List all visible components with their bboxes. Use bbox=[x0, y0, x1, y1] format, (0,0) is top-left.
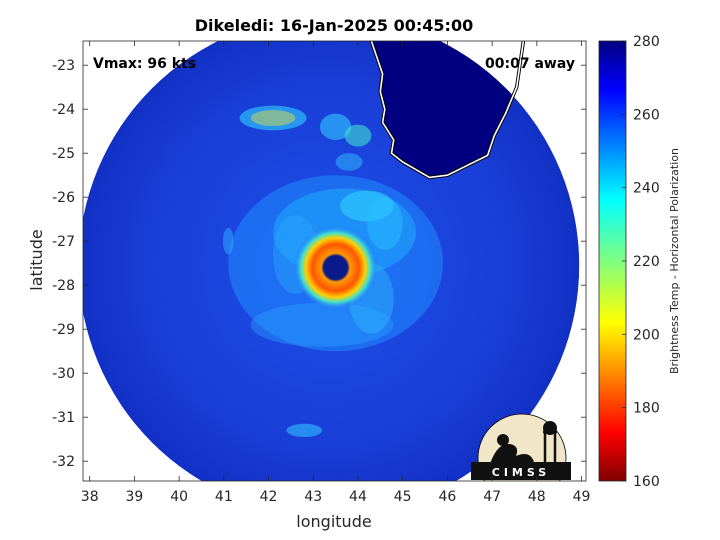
x-tick-label: 49 bbox=[573, 489, 591, 505]
x-tick-label: 39 bbox=[126, 489, 144, 505]
colorbar-tick-label: 260 bbox=[633, 107, 660, 123]
y-axis-label: latitude bbox=[27, 229, 46, 290]
rain-band-9 bbox=[319, 113, 352, 140]
plot-area: CIMSS bbox=[83, 41, 586, 481]
rain-band-3 bbox=[366, 197, 403, 251]
x-axis-label: longitude bbox=[296, 512, 371, 531]
colorbar-tick-label: 160 bbox=[633, 474, 660, 490]
land-mass bbox=[371, 41, 580, 178]
colorbar-tick-label: 200 bbox=[633, 327, 660, 343]
y-tick-label: -23 bbox=[52, 58, 75, 74]
x-tick-label: 41 bbox=[215, 489, 233, 505]
y-tick-label: -24 bbox=[52, 102, 75, 118]
rain-band-12 bbox=[286, 423, 323, 437]
y-tick-label: -26 bbox=[52, 190, 75, 206]
y-tick-label: -32 bbox=[52, 454, 75, 470]
vmax-annotation: Vmax: 96 kts bbox=[93, 56, 196, 72]
y-axis: -23 -24 -25 -26 -27 -28 -29 -30 -31 -32 bbox=[52, 58, 586, 470]
colorbar-label: Brightness Temp - Horizontal Polarizatio… bbox=[668, 148, 681, 374]
x-tick-label: 48 bbox=[528, 489, 546, 505]
colorbar-tick-label: 280 bbox=[633, 34, 660, 50]
colorbar-ticks: 280 260 240 220 200 180 160 bbox=[622, 34, 660, 490]
x-tick-label: 45 bbox=[394, 489, 412, 505]
y-tick-label: -25 bbox=[52, 146, 75, 162]
rain-band-8 bbox=[239, 105, 307, 131]
rain-band-10 bbox=[344, 124, 372, 147]
y-tick-label: -28 bbox=[52, 278, 75, 294]
coastline-highlight bbox=[370, 41, 525, 179]
time-offset-annotation: 00:07 away bbox=[485, 56, 575, 72]
x-tick-label: 40 bbox=[170, 489, 188, 505]
x-tick-label: 44 bbox=[349, 489, 367, 505]
cimss-logo: CIMSS bbox=[471, 413, 571, 481]
x-tick-label: 43 bbox=[304, 489, 322, 505]
y-tick-label: -31 bbox=[52, 410, 75, 426]
plot-frame bbox=[82, 40, 587, 482]
y-tick-label: -27 bbox=[52, 234, 75, 250]
rain-band-13 bbox=[222, 228, 234, 255]
x-axis: 38 39 40 41 42 43 44 45 46 47 48 49 bbox=[81, 41, 591, 505]
colorbar-tick-label: 220 bbox=[633, 254, 660, 270]
y-tick-label: -30 bbox=[52, 366, 75, 382]
rain-band-11 bbox=[335, 153, 363, 171]
colorbar bbox=[598, 40, 627, 482]
x-tick-label: 47 bbox=[483, 489, 501, 505]
y-tick-label: -29 bbox=[52, 322, 75, 338]
chart-title: Dikeledi: 16-Jan-2025 00:45:00 bbox=[195, 16, 473, 35]
colorbar-tick-label: 240 bbox=[633, 181, 660, 197]
logo-text: CIMSS bbox=[492, 466, 550, 479]
eyewall bbox=[293, 225, 379, 311]
colorbar-tick-label: 180 bbox=[633, 401, 660, 417]
x-tick-label: 46 bbox=[438, 489, 456, 505]
x-tick-label: 42 bbox=[260, 489, 278, 505]
x-tick-label: 38 bbox=[81, 489, 99, 505]
rain-band-5 bbox=[250, 302, 394, 347]
